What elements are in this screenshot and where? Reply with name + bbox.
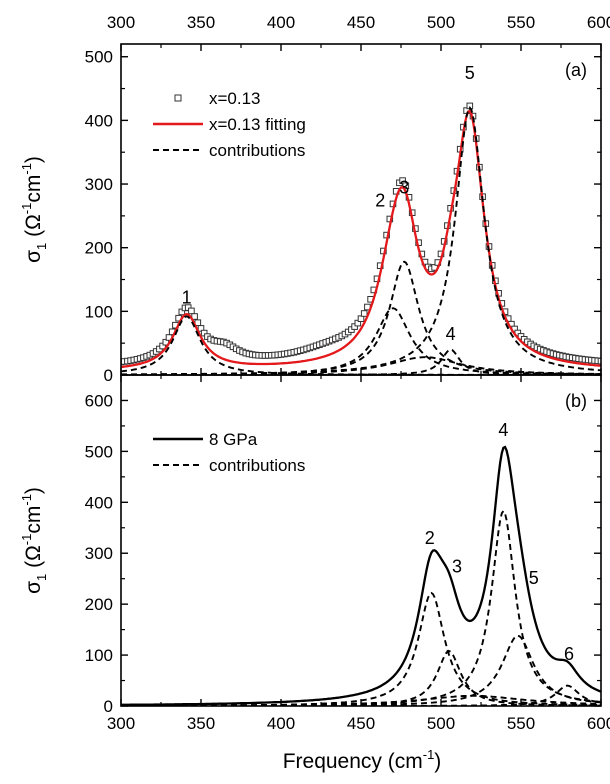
- contribution-curve: [121, 649, 601, 706]
- panel-b: 300 350 400 450 500 550 600 0 100 200 300 400 500 600…: [19, 374, 610, 733]
- y-axis-label-part: -1: [19, 494, 34, 506]
- y-axis-label: σ1 (Ω-1cm-1): [19, 487, 49, 594]
- y-tick-label: 400: [85, 493, 113, 512]
- peak-label: 6: [564, 644, 574, 664]
- y-tick-label: 600: [85, 391, 113, 410]
- y-axis-label-part: -1: [19, 534, 34, 546]
- y-tick-label: 500: [85, 48, 113, 67]
- legend-entry-label: x=0.13 fitting: [209, 115, 306, 134]
- y-axis-label-part: σ: [22, 581, 45, 594]
- y-tick-label: 100: [85, 302, 113, 321]
- top-tick-label: 400: [267, 13, 295, 32]
- peak-label: 5: [465, 63, 475, 83]
- data-point-marker: [402, 182, 410, 189]
- legend-entry-label: contributions: [209, 141, 305, 160]
- y-tick-label: 300: [85, 175, 113, 194]
- legend-entry-label: 8 GPa: [209, 430, 258, 449]
- y-axis-label: σ1 (Ω-1cm-1): [19, 156, 49, 263]
- y-tick-label: 400: [85, 111, 113, 130]
- peak-label: 3: [399, 178, 409, 198]
- y-tick-label: 200: [85, 239, 113, 258]
- y-axis-label-part: cm: [22, 506, 45, 534]
- y-tick-label: 0: [104, 366, 113, 385]
- x-axis-label: Frequency (cm-1): [283, 747, 442, 773]
- x-tick-label: 400: [267, 714, 295, 733]
- y-tick-label: 100: [85, 646, 113, 665]
- legend-entry-label: x=0.13: [209, 89, 261, 108]
- data-point-marker: [191, 313, 198, 320]
- y-axis-label-part: -1: [19, 203, 34, 215]
- x-tick-label: 600: [587, 714, 610, 733]
- data-point-marker: [597, 357, 601, 365]
- x-tick-label: 300: [107, 714, 135, 733]
- y-axis-label-part: ): [22, 487, 45, 494]
- y-axis-label-part: -1: [19, 163, 34, 175]
- top-tick-label: 450: [347, 13, 375, 32]
- contribution-curve: [121, 106, 601, 375]
- data-point-marker: [188, 307, 195, 315]
- y-axis-label-part: 1: [34, 574, 49, 581]
- contribution-curve: [121, 634, 601, 706]
- top-axis-tick-labels: 300 350 400 450 500 550 600: [107, 13, 610, 32]
- y-axis-label-part: 1: [34, 243, 49, 250]
- y-axis-label-part: cm: [22, 175, 45, 203]
- peak-label: 2: [375, 190, 385, 210]
- panel-label: (a): [565, 60, 587, 80]
- series-curve-x-0-13-fitting: [121, 109, 601, 369]
- peak-label: 5: [529, 568, 539, 588]
- x-tick-label: 500: [427, 714, 455, 733]
- legend-entry-label: contributions: [209, 456, 305, 475]
- y-tick-label: 300: [85, 544, 113, 563]
- x-axis-label-main: Frequency (cm: [283, 750, 423, 773]
- y-axis-label-part: (Ω: [22, 545, 45, 574]
- top-tick-label: 350: [187, 13, 215, 32]
- y-tick-label: 200: [85, 595, 113, 614]
- contribution-curve: [121, 509, 601, 706]
- top-tick-label: 500: [427, 13, 455, 32]
- y-tick-label: 500: [85, 442, 113, 461]
- x-tick-label: 350: [187, 714, 215, 733]
- x-tick-label: 550: [507, 714, 535, 733]
- y-tick-label: 0: [104, 697, 113, 716]
- peak-label: 4: [498, 420, 508, 440]
- top-tick-label: 300: [107, 13, 135, 32]
- peak-label: 1: [182, 288, 192, 308]
- contribution-curve: [121, 591, 601, 706]
- legend-marker-square: [174, 94, 182, 102]
- panel-label: (b): [565, 391, 587, 411]
- y-axis-label-part: (Ω: [22, 214, 45, 243]
- top-tick-label: 550: [507, 13, 535, 32]
- plot-area: [121, 102, 601, 375]
- x-axis-label-close: ): [434, 750, 441, 773]
- peak-label: 3: [452, 557, 462, 577]
- peak-label: 2: [425, 528, 435, 548]
- peak-label: 4: [446, 324, 456, 344]
- y-axis-label-part: ): [22, 156, 45, 163]
- y-axis-label-part: σ: [22, 250, 45, 263]
- top-tick-label: 600: [587, 13, 610, 32]
- x-axis-label-sup: -1: [423, 747, 435, 762]
- x-tick-label: 450: [347, 714, 375, 733]
- data-point-marker: [360, 310, 368, 317]
